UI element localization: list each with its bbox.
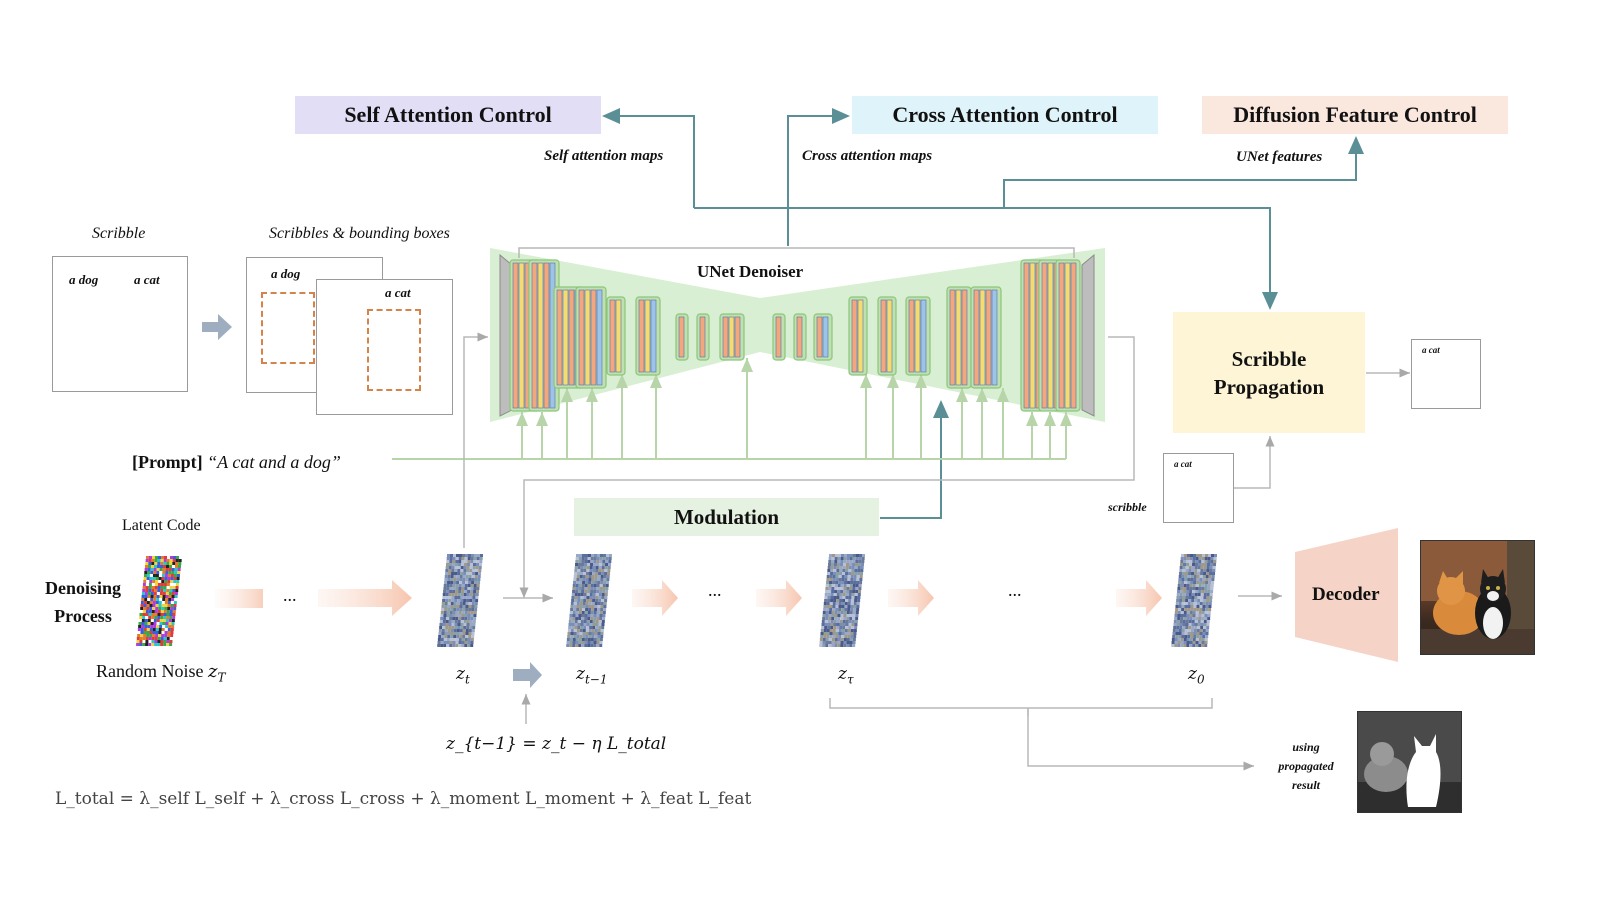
cross-attention-control-label: Cross Attention Control xyxy=(892,102,1118,127)
scribble-input-thumb-label: a cat xyxy=(1174,459,1192,469)
generated-image xyxy=(1420,540,1535,655)
zt-minus-1-subscript: t−1 xyxy=(584,672,608,687)
zt-subscript: t xyxy=(464,672,470,687)
generated-image-drawing xyxy=(1421,541,1534,654)
update-rule: z_{t−1} = z_t − η L_total xyxy=(446,734,667,754)
scribble-title: Scribble xyxy=(92,225,146,242)
self-attention-control-box: Self Attention Control xyxy=(295,96,601,134)
scribble-canvas xyxy=(52,256,188,392)
ellipsis-2: ... xyxy=(708,580,722,600)
scribble-label-cat: a cat xyxy=(134,272,160,287)
modulation-label: Modulation xyxy=(673,504,780,529)
latent-code-label: Latent Code xyxy=(122,517,201,534)
zt-minus-1-label: zt−1 xyxy=(576,664,608,687)
cat-scribble-canvas xyxy=(316,279,453,415)
dog-box-label: a dog xyxy=(271,266,301,281)
self-attention-control-label: Self Attention Control xyxy=(344,102,552,127)
z-t-capital-subscript: T xyxy=(217,670,226,685)
cat-bounding-box xyxy=(367,309,421,391)
propagated-output-label: a cat xyxy=(1422,345,1440,355)
z0-subscript: 0 xyxy=(1196,672,1205,687)
denoising-process-label: Denoising Process xyxy=(44,578,122,626)
process-arrows xyxy=(215,580,1162,616)
prompt: [Prompt] “A cat and a dog” xyxy=(132,452,341,473)
ellipsis-1: ... xyxy=(283,585,297,605)
unet-bracket xyxy=(518,247,1075,258)
random-noise-label: Random Noise zT xyxy=(96,661,226,685)
z0-label: z0 xyxy=(1188,664,1205,687)
propagated-result-image xyxy=(1357,711,1462,813)
ellipsis-3: ... xyxy=(1008,580,1022,600)
prompt-text: “A cat and a dog” xyxy=(207,452,341,472)
random-noise-text: Random Noise xyxy=(96,661,204,681)
prompt-lines xyxy=(392,358,1072,460)
scribble-input-thumb xyxy=(1163,453,1234,523)
grey-flow-lines xyxy=(463,332,1410,771)
modulation-box: Modulation xyxy=(574,498,879,536)
unet-title: UNet Denoiser xyxy=(697,262,804,281)
scribble-propagation-label: Scribble Propagation xyxy=(1213,346,1325,399)
using-propagated-result-label: using propagated result xyxy=(1278,740,1334,792)
diffusion-feature-control-label: Diffusion Feature Control xyxy=(1233,102,1477,127)
z-t-capital-symbol: zT xyxy=(208,661,226,685)
control-arrows xyxy=(602,108,1364,519)
zt-label: zt xyxy=(456,664,470,687)
decoder-shape xyxy=(1295,528,1398,662)
propagated-result-drawing xyxy=(1358,712,1461,812)
block-arrows xyxy=(202,314,542,688)
z-tau-subscript: τ xyxy=(846,672,854,687)
scribble-propagation-box: Scribble Propagation xyxy=(1173,312,1365,433)
total-loss-formula: L_total = λ_self L_self + λ_cross L_cros… xyxy=(55,789,752,809)
propagated-scribble-output xyxy=(1411,339,1481,409)
cross-attention-control-box: Cross Attention Control xyxy=(852,96,1158,134)
prompt-tag: [Prompt] xyxy=(132,452,203,472)
cat-box-label: a cat xyxy=(385,285,411,300)
dog-bounding-box xyxy=(261,292,315,364)
scribble-word-label: scribble xyxy=(1108,500,1147,514)
cross-attention-maps-label: Cross attention maps xyxy=(802,148,933,164)
self-attention-maps-label: Self attention maps xyxy=(544,148,664,164)
scribble-label-dog: a dog xyxy=(69,272,99,287)
diffusion-feature-control-box: Diffusion Feature Control xyxy=(1202,96,1508,134)
unet-features-label: UNet features xyxy=(1236,149,1323,165)
decoder-label: Decoder xyxy=(1312,584,1380,605)
z-tau-label: zτ xyxy=(838,664,854,687)
scribbles-boxes-title: Scribbles & bounding boxes xyxy=(269,225,450,242)
